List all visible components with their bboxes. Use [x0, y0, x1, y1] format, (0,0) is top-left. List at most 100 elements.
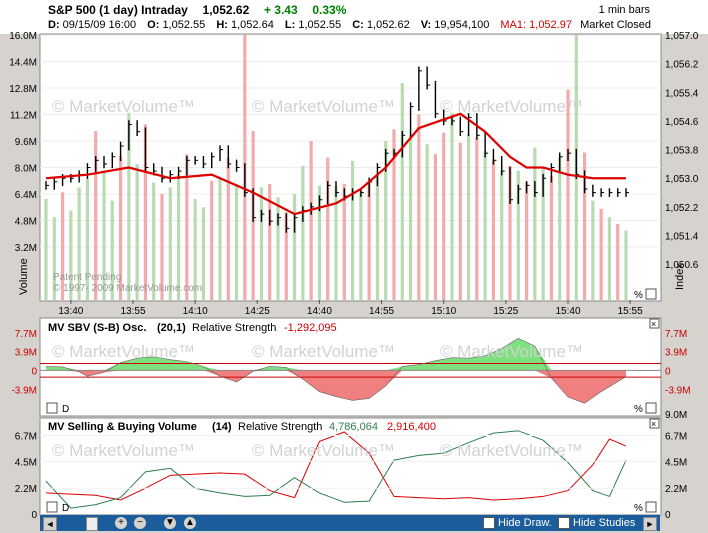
- sbv-pct-checkbox[interactable]: [645, 501, 657, 513]
- osc-line: [45, 337, 627, 404]
- volume-bar: [508, 165, 512, 300]
- osc-negative-area: [46, 370, 626, 404]
- sbv-params: (14): [212, 421, 232, 433]
- volume-bar: [301, 165, 305, 300]
- buying-volume-line: [45, 430, 627, 509]
- osc-tick-left: 0: [31, 366, 37, 377]
- volume-bar: [475, 137, 479, 300]
- hide-studies-toggle[interactable]: Hide Studies: [558, 517, 635, 530]
- volume-bar: [268, 184, 272, 300]
- volume-bar: [326, 157, 330, 300]
- quote-summary: S&P 500 (1 day) Intraday 1,052.62 + 3.43…: [48, 3, 346, 17]
- volume-bar: [350, 160, 355, 300]
- index-tick-label: 1,055.4: [665, 88, 699, 99]
- sbv-d-checkbox[interactable]: [46, 501, 58, 513]
- scroll-down-button[interactable]: ▼: [164, 517, 176, 529]
- c-label: C:: [352, 19, 364, 31]
- volume-bar: [77, 187, 81, 300]
- x-tick-label: 15:55: [618, 306, 643, 317]
- volume-bar: [110, 200, 114, 300]
- volume-tick-label: 11.2M: [10, 111, 37, 122]
- quote-header: S&P 500 (1 day) Intraday 1,052.62 + 3.43…: [0, 0, 708, 34]
- sbv-d-label: D: [62, 503, 69, 514]
- sbv-tick-right: 2.2M: [665, 484, 687, 495]
- axis-labels: 16.0M 14.4M 12.8M 11.2M 9.6M 8.0M 6.4M 4.8M 3.2M…: [9, 31, 699, 521]
- osc-tick-left: -3.9M: [11, 385, 37, 396]
- osc-d-label: D: [62, 404, 69, 415]
- osc-close-button[interactable]: [649, 318, 660, 329]
- x-tick-label: 15:25: [493, 306, 518, 317]
- scroll-right-button[interactable]: ►: [643, 517, 657, 531]
- watermark-1: © MarketVolume™: [52, 97, 195, 116]
- zoom-out-button[interactable]: −: [134, 517, 146, 529]
- volume-bar: [541, 167, 545, 300]
- osc-tick-left: 7.7M: [15, 329, 37, 340]
- volume-bar: [442, 132, 446, 300]
- volume-bar: [458, 142, 462, 300]
- volume-bar: [400, 83, 404, 300]
- volume-bar: [176, 174, 181, 300]
- volume-tick-label: 14.4M: [9, 58, 37, 69]
- volume-tick-label: 16.0M: [9, 31, 37, 42]
- index-tick-label: 1,050.6: [665, 260, 699, 271]
- volume-bar: [127, 112, 131, 300]
- watermark-7: © MarketVolume™: [52, 441, 195, 460]
- sbv-pct-label: %: [634, 503, 643, 514]
- volume-bar: [160, 194, 164, 300]
- osc-close-icon: ×: [651, 319, 656, 329]
- volume-bar: [450, 112, 454, 300]
- hide-draw-checkbox[interactable]: [483, 517, 495, 530]
- d-label: D:: [48, 19, 60, 31]
- volume-bar: [408, 134, 413, 300]
- volume-bar: [433, 154, 438, 300]
- volume-bar: [616, 223, 620, 300]
- index-tick-label: 1,051.4: [665, 232, 699, 243]
- volume-bar: [143, 124, 148, 300]
- h-value: 1,052.64: [231, 19, 274, 31]
- v-label: V:: [420, 19, 432, 31]
- osc-subtitle: Relative Strength: [192, 322, 276, 334]
- volume-bar: [524, 182, 529, 300]
- volume-bar: [558, 157, 562, 300]
- x-tick-label: 14:55: [369, 306, 394, 317]
- sbv-close-button[interactable]: [649, 418, 660, 429]
- sbv-panel-bg: [39, 417, 662, 516]
- x-tick-label: 15:10: [431, 306, 456, 317]
- volume-bar: [425, 144, 429, 300]
- index-tick-label: 1,052.2: [665, 203, 699, 214]
- sbv-tick-right: 6.7M: [665, 432, 687, 443]
- price-grid: [40, 34, 661, 248]
- volume-bar: [135, 164, 139, 300]
- volume-bar: [218, 179, 222, 300]
- sbv-tick-left: 4.5M: [15, 457, 37, 468]
- sbv-title: MV Selling & Buying Volume: [48, 421, 197, 433]
- ma-label: MA1:: [500, 19, 527, 31]
- zoom-in-button[interactable]: +: [115, 517, 127, 529]
- osc-pct-checkbox[interactable]: [645, 402, 657, 414]
- volume-bar: [234, 184, 239, 300]
- volume-bar: [491, 159, 496, 300]
- volume-bar: [533, 147, 537, 300]
- osc-d-checkbox[interactable]: [46, 402, 58, 414]
- change-pct: 0.33%: [312, 3, 347, 17]
- x-tick-label: 14:10: [183, 306, 208, 317]
- scroll-thumb[interactable]: [86, 517, 98, 531]
- volume-bar: [599, 208, 603, 300]
- volume-bar: [466, 134, 471, 300]
- scroll-left-button[interactable]: ◄: [43, 517, 57, 531]
- watermark-5: © MarketVolume™: [252, 342, 395, 361]
- sbv-tick-left: 6.7M: [15, 432, 37, 443]
- scroll-up-button[interactable]: ▲: [184, 517, 196, 529]
- hide-studies-checkbox[interactable]: [558, 517, 570, 530]
- volume-bar: [549, 175, 554, 300]
- ohlc-row: D: 09/15/09 16:00 O: 1,052.55 H: 1,052.6…: [48, 19, 572, 31]
- v-value: 19,954,100: [434, 19, 490, 31]
- osc-tick-right-bottom: 9.0M: [665, 410, 687, 421]
- volume-bar: [384, 141, 388, 300]
- hide-draw-toggle[interactable]: Hide Draw.: [483, 517, 552, 530]
- volume-bar: [417, 114, 421, 300]
- period: (1 day) Intraday: [99, 3, 188, 17]
- volume-bar: [259, 187, 264, 300]
- price-pct-checkbox[interactable]: [645, 288, 657, 300]
- x-tick-label: 15:40: [555, 306, 580, 317]
